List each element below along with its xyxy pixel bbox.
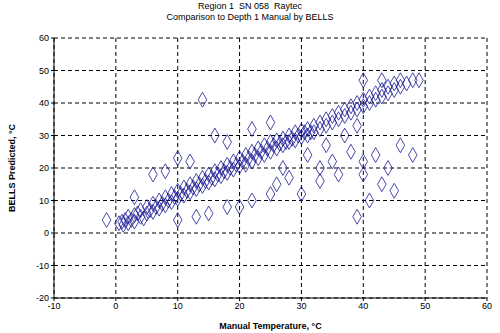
svg-text:30: 30 [296,301,306,311]
svg-text:40: 40 [39,98,49,108]
svg-text:0: 0 [113,301,118,311]
svg-text:0: 0 [44,228,49,238]
svg-text:60: 60 [39,33,49,43]
html-text:Region 1 SN 058 Raytec: Region 1 SN 058 Raytec [198,1,302,11]
svg-text:50: 50 [39,66,49,76]
svg-text:-10: -10 [36,261,49,271]
svg-text:-20: -20 [36,293,49,303]
svg-text:-10: -10 [47,301,60,311]
svg-text:20: 20 [39,163,49,173]
svg-text:30: 30 [39,131,49,141]
svg-text:50: 50 [420,301,430,311]
svg-text:40: 40 [358,301,368,311]
html-text:Comparison to Depth 1 Manual b: Comparison to Depth 1 Manual by BELLS [166,12,334,22]
svg-text:60: 60 [482,301,492,311]
svg-text:10: 10 [173,301,183,311]
svg-text:20: 20 [235,301,245,311]
svg-text:BELLS Predicted, °C: BELLS Predicted, °C [8,123,17,212]
svg-text:Manual Temperature, °C: Manual Temperature, °C [219,321,322,331]
svg-text:10: 10 [39,196,49,206]
